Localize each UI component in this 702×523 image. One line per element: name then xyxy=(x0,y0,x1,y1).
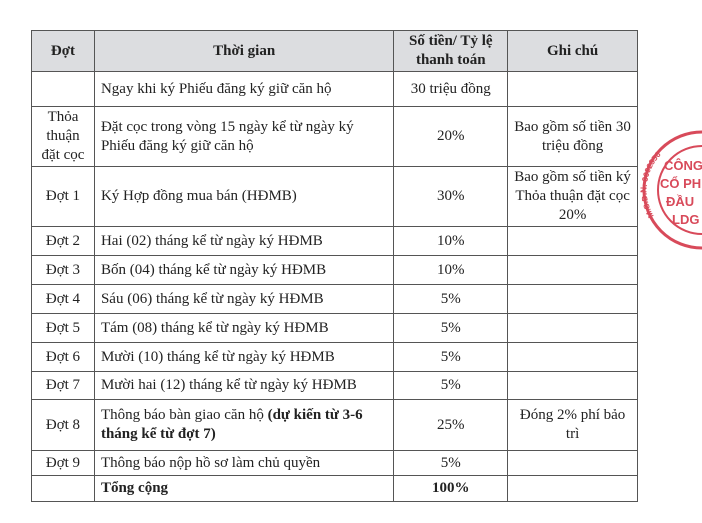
cell-dot: Thỏa thuận đặt cọc xyxy=(31,106,95,167)
cell-dot: Đợt 6 xyxy=(31,342,95,372)
table-header: Đợt Thời gian Số tiền/ Tỷ lệ thanh toán … xyxy=(31,30,638,72)
cell-dot: Đợt 9 xyxy=(31,450,95,476)
header-time: Thời gian xyxy=(93,30,395,72)
cell-time: Hai (02) tháng kể từ ngày ký HĐMB xyxy=(93,226,395,256)
stamp-inner-ring xyxy=(657,145,702,235)
time-text: Hai (02) tháng kể từ ngày ký HĐMB xyxy=(100,232,323,249)
stamp-text: ĐẦU xyxy=(666,194,694,209)
cell-time: Ngay khi ký Phiếu đăng ký giữ căn hộ xyxy=(93,71,395,107)
cell-time: Đặt cọc trong vòng 15 ngày kể từ ngày ký… xyxy=(93,106,395,167)
total-label: Tổng cộng xyxy=(93,475,395,502)
time-text: Mười (10) tháng kể từ ngày ký HĐMB xyxy=(100,348,335,365)
cell-time: Bốn (04) tháng kể từ ngày ký HĐMB xyxy=(93,255,395,285)
cell-amount: 10% xyxy=(393,226,509,256)
cell-amount: 5% xyxy=(393,284,509,314)
stamp-text: CỔ PH xyxy=(660,176,701,191)
cell-amount: 10% xyxy=(393,255,509,285)
time-text: Ký Hợp đồng mua bán (HĐMB) xyxy=(100,188,297,204)
time-text: Đặt cọc trong vòng 15 ngày kể từ ngày ký… xyxy=(100,118,354,154)
time-text-bold: (dự kiến từ 3-6 tháng kể từ đợt 7) xyxy=(100,407,363,442)
total-row: Tổng cộng 100% xyxy=(31,475,638,502)
table-row: Đợt 9 Thông báo nộp hồ sơ làm chủ quyền … xyxy=(31,450,638,476)
payment-schedule-table: Đợt Thời gian Số tiền/ Tỷ lệ thanh toán … xyxy=(31,30,638,502)
header-dot: Đợt xyxy=(31,30,95,72)
table-row: Đợt 1 Ký Hợp đồng mua bán (HĐMB) 30% Bao… xyxy=(31,166,638,227)
cell-dot xyxy=(31,475,95,502)
cell-note xyxy=(507,475,638,502)
cell-time: Tám (08) tháng kể từ ngày ký HĐMB xyxy=(93,313,395,343)
table-row: Đợt 7 Mười hai (12) tháng kể từ ngày ký … xyxy=(31,371,638,400)
cell-amount: 5% xyxy=(393,313,509,343)
cell-note xyxy=(507,450,638,476)
header-note: Ghi chú xyxy=(507,30,638,72)
cell-amount: 25% xyxy=(393,399,509,451)
cell-note xyxy=(507,342,638,372)
stamp-outer-ring xyxy=(642,130,702,250)
cell-time: Ký Hợp đồng mua bán (HĐMB) xyxy=(93,166,395,227)
cell-dot: Đợt 1 xyxy=(31,166,95,227)
header-amount: Số tiền/ Tỷ lệ thanh toán xyxy=(393,30,509,72)
table-row: Thỏa thuận đặt cọc Đặt cọc trong vòng 15… xyxy=(31,106,638,167)
cell-note xyxy=(507,226,638,256)
cell-dot: Đợt 3 xyxy=(31,255,95,285)
table-row: Đợt 2 Hai (02) tháng kể từ ngày ký HĐMB … xyxy=(31,226,638,256)
cell-amount: 20% xyxy=(393,106,509,167)
cell-note xyxy=(507,255,638,285)
cell-dot xyxy=(31,71,95,107)
stamp-text: LDG xyxy=(672,212,699,227)
cell-dot: Đợt 2 xyxy=(31,226,95,256)
cell-dot: Đợt 5 xyxy=(31,313,95,343)
table-row: Ngay khi ký Phiếu đăng ký giữ căn hộ 30 … xyxy=(31,71,638,107)
cell-amount: 30 triệu đồng xyxy=(393,71,509,107)
cell-time: Mười (10) tháng kể từ ngày ký HĐMB xyxy=(93,342,395,372)
cell-time: Sáu (06) tháng kể từ ngày ký HĐMB xyxy=(93,284,395,314)
cell-time: Thông báo nộp hồ sơ làm chủ quyền xyxy=(93,450,395,476)
table-row: Đợt 4 Sáu (06) tháng kể từ ngày ký HĐMB … xyxy=(31,284,638,314)
table-row: Đợt 3 Bốn (04) tháng kể từ ngày ký HĐMB … xyxy=(31,255,638,285)
cell-amount: 5% xyxy=(393,371,509,400)
cell-dot: Đợt 8 xyxy=(31,399,95,451)
total-amount: 100% xyxy=(393,475,509,502)
cell-note: Bao gồm số tiền 30 triệu đồng xyxy=(507,106,638,167)
cell-amount: 30% xyxy=(393,166,509,227)
cell-time: Thông báo bàn giao căn hộ (dự kiến từ 3-… xyxy=(93,399,395,451)
cell-amount: 5% xyxy=(393,342,509,372)
cell-note xyxy=(507,371,638,400)
cell-note: Đóng 2% phí bảo trì xyxy=(507,399,638,451)
cell-note xyxy=(507,313,638,343)
time-text: Thông báo bàn giao căn hộ xyxy=(100,407,268,423)
time-text: Thông báo nộp hồ sơ làm chủ quyền xyxy=(100,454,321,471)
time-text: Sáu (06) tháng kể từ ngày ký HĐMB xyxy=(100,290,324,307)
time-text: Tám (08) tháng kể từ ngày ký HĐMB xyxy=(100,319,329,336)
cell-dot: Đợt 4 xyxy=(31,284,95,314)
time-text: Ngay khi ký Phiếu đăng ký giữ căn hộ xyxy=(100,80,332,97)
table-row: Đợt 5 Tám (08) tháng kể từ ngày ký HĐMB … xyxy=(31,313,638,343)
table-row: Đợt 8 Thông báo bàn giao căn hộ (dự kiến… xyxy=(31,399,638,451)
cell-note: Bao gồm số tiền ký Thỏa thuận đặt cọc 20… xyxy=(507,166,638,227)
cell-time: Mười hai (12) tháng kể từ ngày ký HĐMB xyxy=(93,371,395,400)
cell-amount: 5% xyxy=(393,450,509,476)
cell-note xyxy=(507,284,638,314)
stamp-text: CÔNG xyxy=(664,158,702,173)
time-text: Bốn (04) tháng kể từ ngày ký HĐMB xyxy=(100,261,327,278)
cell-dot: Đợt 7 xyxy=(31,371,95,400)
table-row: Đợt 6 Mười (10) tháng kể từ ngày ký HĐMB… xyxy=(31,342,638,372)
company-stamp: M.S.D.N: 3602356 CÔNG CỔ PH ĐẦU LDG xyxy=(640,130,702,250)
cell-note xyxy=(507,71,638,107)
time-text: Mười hai (12) tháng kể từ ngày ký HĐMB xyxy=(100,377,357,393)
